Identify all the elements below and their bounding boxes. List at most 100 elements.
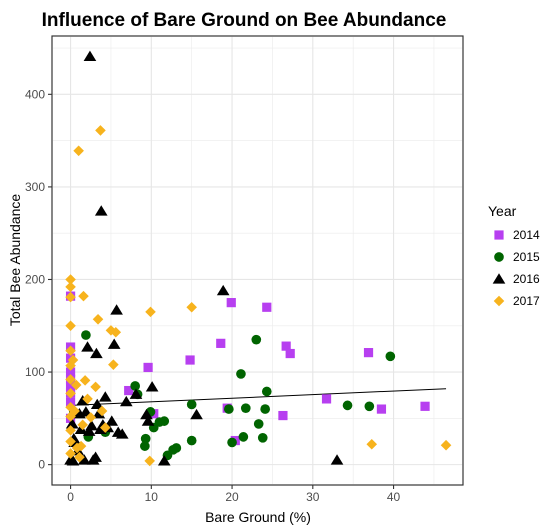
- legend-key-2014: [494, 230, 504, 240]
- data-point-2017: [95, 125, 106, 136]
- data-point-2017: [65, 411, 76, 422]
- trend-line-group: [70, 388, 447, 406]
- data-point-2014: [321, 394, 332, 404]
- legend-label-2016: 2016: [513, 272, 540, 286]
- data-point-2017: [65, 388, 76, 399]
- y-tick-label: 0: [38, 458, 45, 472]
- data-point-2015: [171, 443, 182, 453]
- y-tick-label: 100: [25, 365, 45, 379]
- data-point-2017: [65, 345, 76, 357]
- data-point-2015: [236, 369, 246, 379]
- trend-line: [70, 388, 447, 406]
- data-point-2016: [82, 425, 96, 436]
- data-point-2017: [108, 359, 119, 370]
- data-point-2016: [141, 415, 155, 426]
- data-point-2016: [157, 455, 171, 466]
- data-point-2015: [140, 433, 151, 444]
- data-point-2017: [65, 425, 76, 436]
- data-point-2014: [363, 348, 374, 358]
- data-point-2016: [90, 347, 103, 359]
- data-point-2016: [90, 398, 104, 410]
- data-point-2017: [78, 290, 89, 302]
- data-point-2017: [85, 412, 97, 423]
- data-point-2015: [186, 435, 197, 446]
- data-point-2017: [65, 274, 76, 285]
- data-point-2015: [130, 381, 140, 391]
- legend-item-2017: 2017: [493, 294, 540, 308]
- data-point-2017: [65, 281, 76, 293]
- data-point-2015: [140, 441, 150, 451]
- data-point-2014: [226, 298, 236, 308]
- data-point-2017: [96, 405, 108, 417]
- data-point-2014: [285, 348, 295, 359]
- data-point-2016: [81, 341, 94, 352]
- data-point-2016: [77, 454, 91, 465]
- data-point-2016: [145, 381, 159, 392]
- data-point-2017: [440, 439, 452, 451]
- x-tick-label: 0: [67, 490, 74, 504]
- legend-label-2014: 2014: [513, 228, 540, 242]
- data-point-2017: [65, 436, 76, 447]
- data-point-2015: [385, 351, 396, 362]
- legend: Year 2014 2015 2016 2017: [488, 203, 540, 308]
- data-point-2017: [73, 145, 84, 157]
- legend-item-2014: 2014: [494, 228, 540, 242]
- data-point-2014: [278, 410, 288, 421]
- data-point-2015: [186, 399, 197, 410]
- y-axis: 0 100 200 300 400: [25, 87, 52, 472]
- data-point-2017: [366, 438, 378, 450]
- data-point-2017: [77, 419, 88, 431]
- data-point-2015: [257, 432, 268, 443]
- data-point-2014: [376, 404, 387, 414]
- x-tick-label: 20: [225, 490, 239, 504]
- data-point-2014: [65, 381, 76, 391]
- data-point-2015: [260, 404, 271, 414]
- data-point-2014: [281, 341, 291, 351]
- data-point-2014: [65, 367, 76, 377]
- data-point-2017: [65, 448, 76, 459]
- data-point-2014: [185, 355, 195, 365]
- data-point-2016: [110, 304, 123, 315]
- data-point-2017: [75, 440, 87, 452]
- data-point-2015: [227, 437, 237, 448]
- legend-key-2015: [494, 252, 504, 262]
- data-point-2017: [65, 360, 76, 371]
- data-point-2014: [420, 401, 430, 411]
- data-point-2016: [140, 408, 153, 420]
- data-point-2015: [261, 386, 272, 397]
- data-point-2016: [94, 205, 108, 216]
- data-point-2016: [190, 408, 203, 420]
- data-points: [64, 50, 452, 467]
- x-tick-label: 10: [145, 490, 159, 504]
- data-point-2016: [129, 388, 143, 399]
- data-point-2016: [85, 420, 98, 431]
- data-point-2017: [90, 381, 101, 393]
- data-point-2017: [65, 374, 76, 385]
- data-point-2015: [253, 419, 264, 429]
- data-point-2017: [110, 326, 122, 338]
- legend-key-2016: [492, 273, 506, 284]
- data-point-2017: [186, 301, 197, 313]
- data-point-2017: [79, 375, 91, 386]
- data-point-2017: [65, 320, 76, 332]
- data-point-2016: [115, 428, 129, 439]
- y-tick-label: 200: [25, 272, 45, 286]
- data-point-2016: [105, 415, 119, 426]
- data-point-2015: [224, 404, 234, 414]
- legend-item-2015: 2015: [494, 250, 540, 264]
- data-point-2016: [89, 451, 102, 462]
- y-axis-title: Total Bee Abundance: [7, 194, 23, 327]
- chart-title: Influence of Bare Ground on Bee Abundanc…: [42, 10, 447, 31]
- data-point-2016: [76, 395, 90, 406]
- data-point-2017: [105, 325, 117, 336]
- x-tick-label: 40: [387, 490, 401, 504]
- data-point-2016: [66, 455, 80, 466]
- data-point-2014: [262, 302, 272, 312]
- data-point-2017: [74, 451, 85, 463]
- data-point-2017: [65, 291, 76, 303]
- data-point-2015: [238, 432, 249, 442]
- plot-panel: [51, 35, 464, 486]
- data-point-2014: [143, 362, 153, 373]
- plot-border: [51, 35, 464, 486]
